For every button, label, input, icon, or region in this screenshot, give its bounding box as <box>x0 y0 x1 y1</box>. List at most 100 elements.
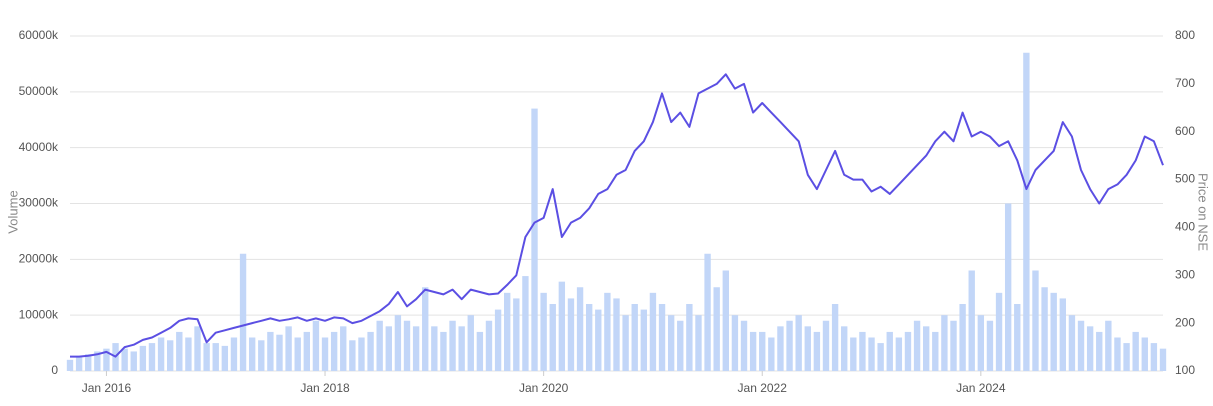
volume-bar <box>595 309 602 371</box>
volume-bar <box>886 331 893 371</box>
volume-bar <box>248 337 256 371</box>
volume-bar <box>841 326 848 371</box>
volume-bar <box>913 320 921 371</box>
volume-bar <box>1041 287 1048 371</box>
volume-bar <box>385 326 392 371</box>
volume-bar <box>167 340 174 371</box>
volume-bar <box>148 343 156 371</box>
volume-bar <box>531 108 538 371</box>
volume-bar <box>686 304 693 371</box>
y-tick-label: 20000k <box>19 252 59 266</box>
volume-bar <box>667 315 675 371</box>
y2-tick-label: 400 <box>1175 220 1195 234</box>
volume-bar <box>1023 52 1030 371</box>
volume-bar <box>294 337 301 371</box>
volume-bar <box>813 331 821 371</box>
volume-bar <box>895 337 903 371</box>
y-tick-label: 40000k <box>19 140 59 154</box>
y-tick-label: 30000k <box>19 196 59 210</box>
volume-bar <box>349 340 356 371</box>
volume-bar <box>713 287 720 371</box>
volume-bar <box>640 309 648 371</box>
volume-bar <box>850 337 857 371</box>
price-line <box>70 73 1164 358</box>
volume-bar <box>513 298 520 371</box>
volume-bar <box>1141 337 1148 371</box>
volume-bar <box>367 331 374 371</box>
volume-bar <box>485 320 493 371</box>
volume-bar <box>185 337 192 371</box>
volume-bar <box>103 348 110 371</box>
volume-bar <box>422 287 429 371</box>
y-tick-label: 50000k <box>19 84 59 98</box>
volume-bar <box>285 326 292 371</box>
volume-bar <box>1114 337 1121 371</box>
volume-bar <box>66 359 74 371</box>
volume-bar <box>722 270 729 371</box>
volume-bar <box>658 304 666 371</box>
volume-bar <box>312 320 320 371</box>
volume-bar <box>922 326 930 371</box>
volume-bar <box>394 315 402 371</box>
volume-bar <box>977 315 985 371</box>
volume-bar <box>449 320 456 371</box>
volume-bar <box>740 320 748 371</box>
volume-bar <box>1086 326 1094 371</box>
volume-bar <box>176 331 183 371</box>
volume-bar <box>704 253 711 371</box>
volume-bar <box>795 315 802 371</box>
volume-bar <box>804 326 811 371</box>
volume-bar <box>267 331 274 371</box>
volume-bar <box>859 331 866 371</box>
volume-bar <box>1132 331 1139 371</box>
y2-tick-label: 700 <box>1175 76 1195 90</box>
y2-tick-label: 100 <box>1175 363 1195 377</box>
volume-bar <box>85 354 92 371</box>
volume-bar <box>258 340 265 371</box>
volume-bar <box>467 315 474 371</box>
volume-bar <box>777 326 784 371</box>
volume-bar <box>494 309 502 371</box>
volume-bar <box>121 348 128 371</box>
volume-bar <box>904 331 912 371</box>
volume-bar <box>932 331 939 371</box>
volume-bar <box>203 343 210 371</box>
volume-bar <box>549 304 556 371</box>
y2-axis-title: Price on NSE <box>1196 173 1211 251</box>
y2-tick-label: 500 <box>1175 172 1195 186</box>
volume-bar <box>130 351 137 371</box>
volume-bar <box>941 315 948 371</box>
volume-bar <box>440 331 447 371</box>
volume-bar <box>1050 292 1057 371</box>
volume-bar <box>986 320 994 371</box>
volume-bar <box>576 287 584 371</box>
volume-bar <box>340 326 347 371</box>
y-tick-label: 60000k <box>19 28 59 42</box>
volume-bar <box>94 351 101 371</box>
volume-bar <box>768 337 775 371</box>
volume-bar <box>1159 348 1167 371</box>
volume-bar <box>1004 203 1012 371</box>
volume-bar <box>212 343 219 371</box>
volume-bar <box>1096 331 1103 371</box>
volume-bar <box>239 253 247 371</box>
volume-bar <box>194 326 201 371</box>
volume-bar <box>157 337 165 371</box>
volume-bar <box>995 292 1003 371</box>
volume-bar <box>677 320 684 371</box>
volume-bar <box>1150 343 1158 371</box>
volume-bar <box>1032 270 1039 371</box>
volume-bar <box>1105 320 1112 371</box>
volume-bar <box>458 326 465 371</box>
volume-bar <box>358 337 365 371</box>
volume-bar <box>585 304 593 371</box>
y-tick-label: 0 <box>51 363 58 377</box>
x-tick-label: Jan 2024 <box>956 381 1006 395</box>
volume-bar <box>522 276 529 371</box>
volume-bar <box>403 320 411 371</box>
volume-bar <box>868 337 875 371</box>
volume-bar <box>540 292 547 371</box>
volume-bar <box>431 326 438 371</box>
x-tick-label: Jan 2022 <box>738 381 788 395</box>
